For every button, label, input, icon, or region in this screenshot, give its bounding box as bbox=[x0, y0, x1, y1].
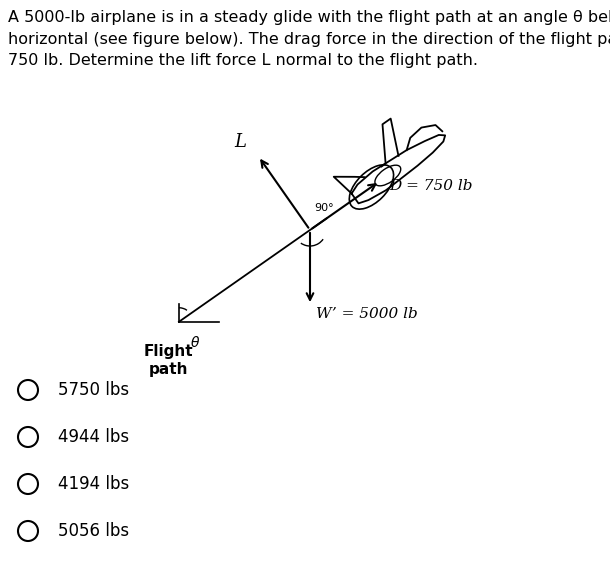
Text: L: L bbox=[234, 133, 246, 151]
Text: 5750 lbs: 5750 lbs bbox=[58, 381, 129, 399]
Text: A 5000-lb airplane is in a steady glide with the flight path at an angle θ below: A 5000-lb airplane is in a steady glide … bbox=[8, 10, 610, 68]
Text: 5056 lbs: 5056 lbs bbox=[58, 522, 129, 540]
Text: D = 750 lb: D = 750 lb bbox=[390, 179, 473, 193]
Text: 90°: 90° bbox=[314, 203, 334, 214]
Text: 4944 lbs: 4944 lbs bbox=[58, 428, 129, 446]
Text: Flight
path: Flight path bbox=[144, 344, 194, 377]
Text: W’ = 5000 lb: W’ = 5000 lb bbox=[316, 307, 418, 321]
Text: θ: θ bbox=[191, 336, 199, 350]
Text: 4194 lbs: 4194 lbs bbox=[58, 475, 129, 493]
